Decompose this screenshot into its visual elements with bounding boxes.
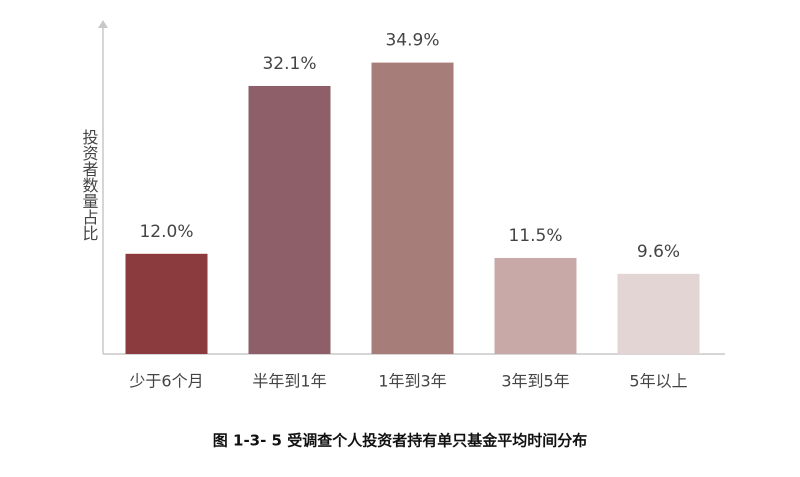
data-label: 12.0% bbox=[139, 222, 193, 242]
bar bbox=[617, 273, 700, 354]
y-axis-arrow bbox=[98, 20, 108, 28]
data-label: 32.1% bbox=[262, 54, 316, 74]
caption: 图 1-3- 5 受调查个人投资者持有单只基金平均时间分布 bbox=[213, 432, 587, 450]
y-axis-label: 投资者数量占比 bbox=[80, 129, 99, 241]
x-tick-label: 1年到3年 bbox=[378, 372, 446, 391]
x-tick-label: 3年到5年 bbox=[501, 372, 569, 391]
bar bbox=[125, 253, 208, 354]
bar bbox=[248, 85, 331, 354]
x-tick-label: 半年到1年 bbox=[252, 372, 326, 391]
data-label: 9.6% bbox=[637, 242, 680, 262]
bar bbox=[371, 62, 454, 355]
bar bbox=[494, 257, 577, 354]
data-label: 11.5% bbox=[508, 226, 562, 246]
x-tick-label: 少于6个月 bbox=[129, 372, 203, 391]
x-tick-label: 5年以上 bbox=[629, 372, 687, 391]
data-label: 34.9% bbox=[385, 31, 439, 51]
